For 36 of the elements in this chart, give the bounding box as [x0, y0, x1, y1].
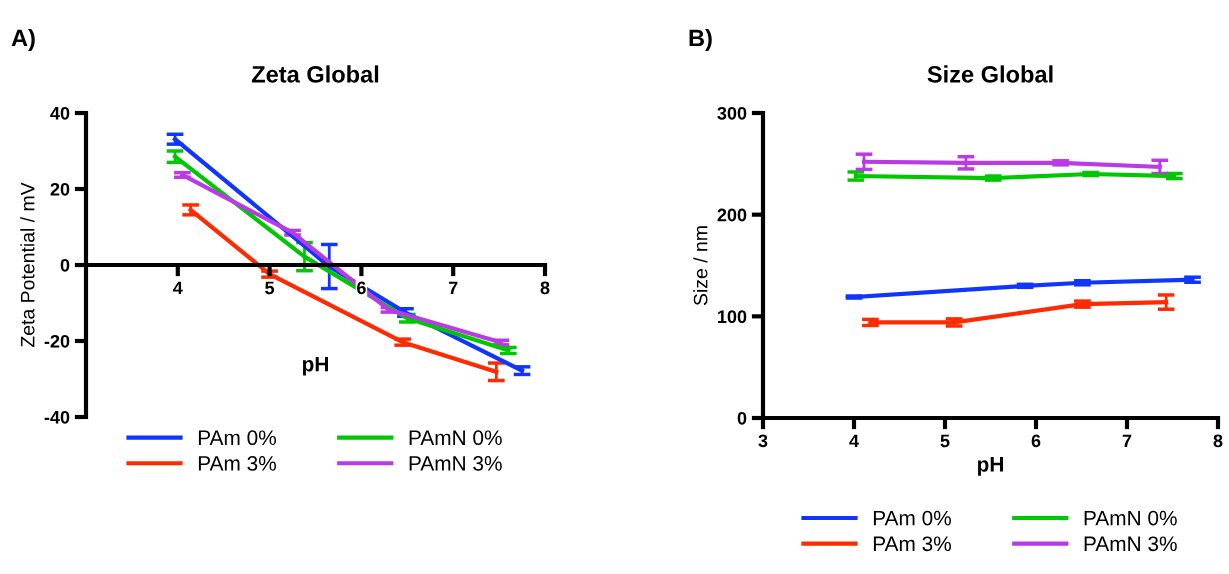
y-tick-label: 20 — [50, 182, 70, 196]
y-tick-label: -40 — [44, 410, 70, 424]
x-tick-label: 4 — [849, 434, 859, 448]
x-tick-label: 8 — [540, 281, 550, 295]
x-tick-label: 7 — [1122, 434, 1132, 448]
y-tick-label: 300 — [717, 106, 747, 120]
chart-title: Size Global — [927, 65, 1053, 83]
text: B) — [689, 29, 712, 51]
y-tick-label: 100 — [718, 310, 747, 324]
x-axis-title: pH — [302, 356, 328, 376]
text: A) — [11, 29, 35, 51]
y-tick-label: 0 — [60, 258, 70, 272]
x-tick-label: 6 — [357, 281, 366, 295]
chart-title: Zeta Global — [251, 65, 379, 83]
legend-label: PAm 0% — [198, 430, 276, 446]
legend-label: PAmN 0% — [409, 430, 502, 446]
x-tick-label: 4 — [173, 281, 183, 295]
legend-label: PAmN 3% — [409, 456, 502, 471]
y-tick-label: 40 — [50, 106, 70, 120]
legend-label: PAmN 3% — [1084, 536, 1177, 552]
legend-label: PAmN 0% — [1084, 510, 1177, 526]
legend-label: PAm 0% — [873, 510, 951, 526]
x-tick-label: 6 — [1031, 434, 1041, 448]
y-tick-label: 0 — [737, 411, 747, 425]
y-axis-title: Size / nm — [693, 226, 708, 306]
x-tick-label: 7 — [448, 281, 458, 295]
legend-label: PAm 3% — [873, 536, 951, 552]
x-tick-label: 5 — [265, 281, 275, 295]
x-tick-label: 5 — [940, 434, 950, 448]
y-axis-title: Zeta Potential / mV — [20, 182, 35, 348]
x-axis-title: pH — [977, 457, 1003, 476]
y-tick-label: -20 — [44, 334, 70, 348]
y-tick-label: 200 — [717, 208, 747, 222]
x-tick-label: 8 — [1213, 434, 1223, 448]
x-tick-label: 3 — [758, 434, 768, 448]
legend-label: PAm 3% — [198, 456, 276, 471]
